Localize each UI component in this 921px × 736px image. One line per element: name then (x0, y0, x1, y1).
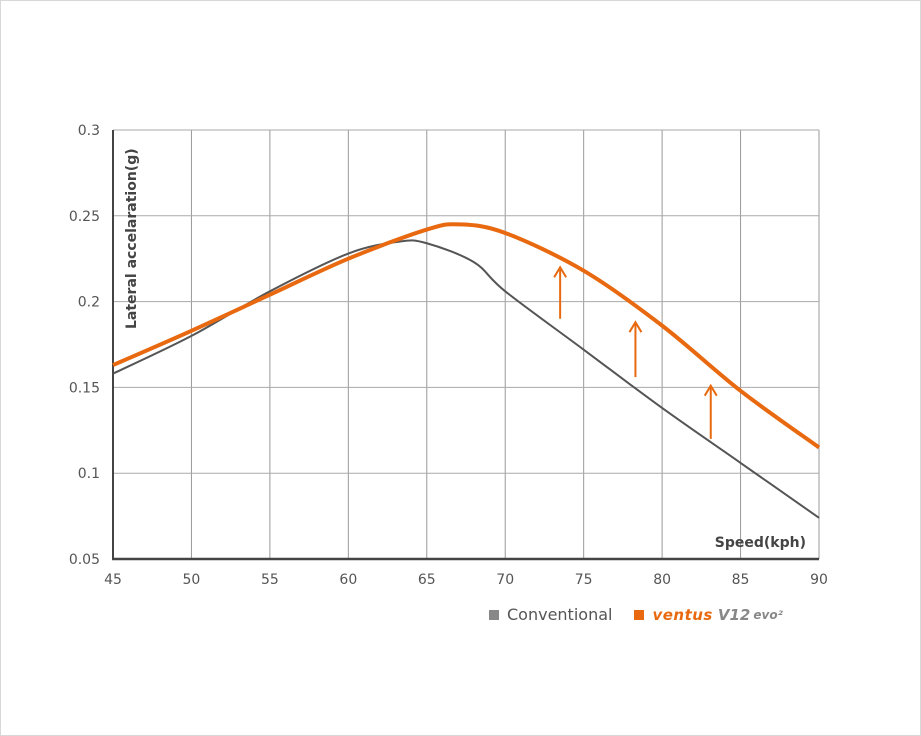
legend: Conventional ventus V12 evo² (489, 605, 783, 624)
x-tick-label: 70 (496, 572, 514, 588)
arrow-up-icon (703, 383, 718, 397)
x-axis-label: Speed(kph) (715, 535, 806, 551)
y-axis-label: Lateral accelaration(g) (124, 148, 140, 329)
arrow-up-icon (553, 265, 567, 278)
legend-label-ventus: ventus (652, 605, 713, 624)
y-tick-label: 0.3 (78, 123, 100, 139)
y-tick-label: 0.15 (69, 380, 100, 396)
legend-label-suffix: evo² (753, 607, 783, 622)
x-tick-label: 50 (183, 572, 201, 588)
x-tick-label: 60 (339, 572, 357, 588)
x-tick-label: 45 (104, 572, 122, 588)
x-tick-label: 65 (418, 572, 436, 588)
arrow-up-icon (628, 320, 643, 333)
legend-label-conventional: Conventional (507, 605, 613, 624)
y-tick-label: 0.25 (69, 209, 100, 225)
y-tick-label: 0.2 (78, 295, 100, 311)
legend-swatch-ventus (634, 609, 645, 620)
y-tick-label: 0.05 (69, 552, 100, 568)
x-tick-label: 55 (261, 572, 279, 588)
x-tick-label: 85 (732, 572, 750, 588)
x-tick-label: 90 (810, 572, 828, 588)
series-line-ventus (112, 222, 821, 450)
legend-swatch-conventional (489, 609, 499, 620)
legend-label-model: V12 (717, 605, 751, 624)
series-line-conventional (112, 239, 820, 519)
x-tick-label: 80 (653, 572, 671, 588)
y-tick-label: 0.1 (78, 466, 100, 482)
x-tick-label: 75 (575, 572, 593, 588)
